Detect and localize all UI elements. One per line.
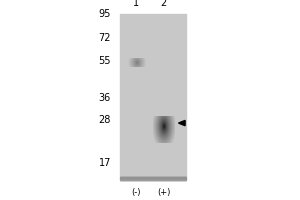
Text: 2: 2: [160, 0, 166, 8]
Text: (+): (+): [157, 188, 170, 197]
Text: 55: 55: [98, 56, 111, 66]
Text: 72: 72: [98, 33, 111, 43]
Text: (-): (-): [132, 188, 141, 197]
Text: 28: 28: [99, 115, 111, 125]
Polygon shape: [178, 120, 185, 126]
Text: 95: 95: [99, 9, 111, 19]
Text: 1: 1: [134, 0, 140, 8]
Text: 17: 17: [99, 158, 111, 168]
Bar: [120, 14, 186, 180]
Text: 36: 36: [99, 93, 111, 103]
